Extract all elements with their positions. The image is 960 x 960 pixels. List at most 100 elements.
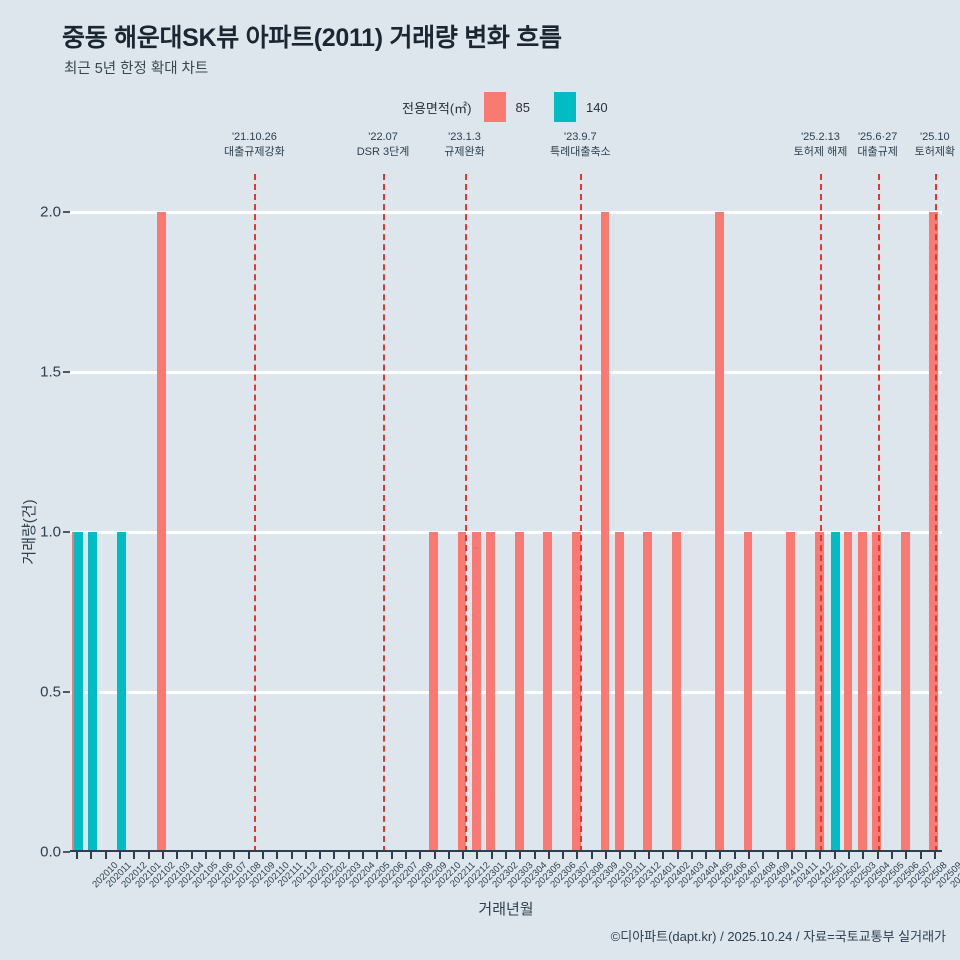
x-tick-mark	[261, 852, 264, 859]
bar	[457, 532, 467, 852]
event-label: '25.6·27 대출규제	[857, 130, 897, 160]
y-tick-mark	[63, 691, 70, 693]
x-tick-mark	[104, 852, 107, 859]
bar	[471, 532, 481, 852]
x-tick-mark	[119, 852, 122, 859]
gridline	[70, 690, 942, 694]
y-axis-title: 거래량(건)	[21, 499, 38, 565]
legend: 전용면적(㎡) 85 140	[402, 92, 608, 122]
x-axis-line	[70, 850, 942, 852]
bar	[814, 532, 824, 852]
event-name: 토허제확	[914, 146, 956, 158]
y-tick-mark	[63, 211, 70, 213]
x-tick-mark	[590, 852, 593, 859]
x-tick-mark	[161, 852, 164, 859]
event-line	[464, 174, 467, 852]
x-tick-mark	[476, 852, 479, 859]
x-tick-mark	[762, 852, 765, 859]
event-name: 규제완화	[444, 146, 485, 158]
x-tick-mark	[390, 852, 393, 859]
bar	[486, 532, 496, 852]
gridline	[70, 530, 942, 534]
x-tick-mark	[905, 852, 908, 859]
event-line	[820, 174, 823, 852]
x-tick-mark	[176, 852, 179, 859]
event-name: 토허제 해제	[793, 146, 848, 158]
x-tick-mark	[247, 852, 250, 859]
bar	[843, 532, 853, 852]
x-tick-mark	[204, 852, 207, 859]
x-tick-mark	[362, 852, 365, 859]
x-tick-mark	[890, 852, 893, 859]
page-subtitle: 최근 5년 한정 확대 차트	[64, 61, 209, 77]
x-tick-mark	[505, 852, 507, 859]
event-name: 대출규제강화	[224, 146, 285, 158]
x-tick-mark	[90, 852, 93, 859]
bar	[543, 532, 553, 852]
x-tick-mark	[862, 852, 865, 859]
x-tick-mark	[919, 852, 922, 859]
legend-title: 전용면적(㎡)	[402, 100, 472, 116]
x-tick-mark	[190, 852, 193, 859]
x-tick-mark	[619, 852, 622, 859]
event-name: 특례대출축소	[549, 146, 611, 158]
x-tick-mark	[748, 852, 751, 859]
event-line	[383, 174, 386, 852]
bar	[900, 532, 910, 852]
x-tick-mark	[705, 852, 708, 859]
x-tick-mark	[376, 852, 379, 859]
bar	[831, 532, 841, 852]
x-tick-mark	[333, 852, 336, 859]
event-date: '21.10.26	[231, 131, 277, 143]
bar	[88, 532, 97, 852]
bar	[429, 532, 438, 852]
x-tick-mark	[447, 852, 450, 859]
x-tick-mark	[147, 852, 150, 859]
x-tick-mark	[219, 852, 222, 859]
x-tick-mark	[719, 852, 722, 859]
bar	[571, 532, 581, 852]
event-label: '23.9.7 특례대출축소	[550, 130, 611, 160]
x-axis-title: 거래년월	[478, 901, 534, 918]
event-date: '22.07	[368, 131, 398, 143]
y-tick-label: 0.0	[40, 843, 61, 861]
event-line	[254, 174, 257, 852]
y-tick-label: 1.0	[40, 523, 61, 541]
x-tick-mark	[519, 852, 522, 859]
y-tick-label: 2.0	[40, 203, 61, 221]
bar	[857, 532, 867, 852]
x-tick-mark	[633, 852, 636, 859]
bar	[73, 532, 83, 852]
event-name: 대출규제	[857, 146, 898, 158]
bar	[929, 212, 939, 852]
event-label: '23.1.3 규제완화	[444, 130, 484, 160]
gridline	[70, 210, 942, 214]
bar	[514, 532, 524, 852]
event-name: DSR 3단계	[356, 146, 410, 158]
y-tick-label: 1.5	[40, 363, 61, 381]
event-label: '25.2.13 토허제 해제	[794, 130, 848, 160]
bar	[116, 532, 126, 852]
event-label: '25.10 토허제확	[915, 130, 955, 160]
legend-swatch-85	[483, 92, 506, 122]
y-tick-label: 0.5	[40, 683, 61, 701]
event-date: '23.9.7	[563, 131, 597, 143]
event-line	[877, 174, 880, 852]
x-tick-mark	[790, 852, 793, 859]
legend-label-140: 140	[585, 99, 608, 115]
footer-credit: ©디아파트(dapt.kr) / 2025.10.24 / 자료=국토교통부 실…	[610, 929, 946, 944]
y-tick-mark	[63, 851, 70, 853]
x-tick-mark	[605, 852, 608, 859]
x-tick-mark	[76, 852, 79, 859]
x-tick-mark	[547, 852, 550, 859]
x-tick-mark	[276, 852, 279, 859]
x-tick-mark	[576, 852, 579, 859]
bar	[743, 532, 753, 852]
x-tick-mark	[776, 852, 779, 859]
legend-label-85: 85	[515, 99, 530, 115]
x-tick-mark	[733, 852, 736, 859]
plot-area: '21.10.26 대출규제강화 '22.07 DSR 3단계 '23.1.3 규제완화 '…	[21, 131, 960, 918]
x-tick-mark	[490, 852, 493, 859]
x-tick-mark	[419, 852, 422, 859]
